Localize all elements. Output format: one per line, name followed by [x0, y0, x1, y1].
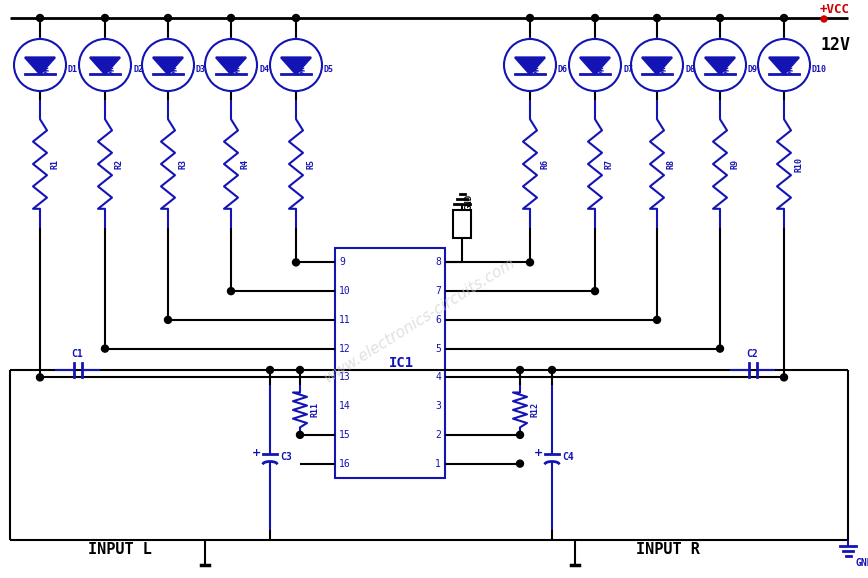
Text: +VCC: +VCC	[820, 3, 850, 16]
Text: C3: C3	[280, 453, 292, 462]
Text: R3: R3	[178, 159, 187, 169]
Text: www.electronics-circuits.com: www.electronics-circuits.com	[321, 255, 518, 386]
Text: +: +	[252, 447, 261, 458]
Text: GND: GND	[465, 194, 474, 210]
Text: 15: 15	[339, 430, 351, 440]
Text: D1: D1	[68, 65, 78, 73]
Text: R9: R9	[730, 159, 739, 169]
Text: D10: D10	[812, 65, 827, 73]
Circle shape	[654, 316, 661, 323]
Text: 12: 12	[339, 344, 351, 354]
Text: D5: D5	[324, 65, 334, 73]
Text: 12V: 12V	[820, 36, 850, 54]
Circle shape	[293, 259, 299, 266]
Text: D3: D3	[196, 65, 206, 73]
Circle shape	[102, 14, 108, 21]
Text: R10: R10	[794, 157, 803, 172]
Circle shape	[591, 14, 599, 21]
Circle shape	[102, 345, 108, 352]
Text: 10: 10	[339, 286, 351, 296]
Circle shape	[654, 14, 661, 21]
Polygon shape	[25, 57, 55, 75]
Text: INPUT L: INPUT L	[88, 543, 152, 558]
Circle shape	[266, 366, 273, 373]
Text: 2: 2	[435, 430, 441, 440]
Polygon shape	[90, 57, 120, 75]
Text: R5: R5	[306, 159, 315, 169]
Circle shape	[297, 431, 304, 438]
Text: R8: R8	[667, 159, 676, 169]
Polygon shape	[515, 57, 545, 75]
Text: 1: 1	[435, 458, 441, 469]
Text: +: +	[534, 447, 543, 458]
Text: 9: 9	[339, 257, 345, 268]
Polygon shape	[153, 57, 183, 75]
Circle shape	[549, 366, 556, 373]
Text: GND: GND	[855, 558, 868, 568]
Text: R4: R4	[241, 159, 250, 169]
Text: D9: D9	[748, 65, 758, 73]
Circle shape	[516, 460, 523, 467]
Text: R7: R7	[605, 159, 614, 169]
Circle shape	[227, 288, 234, 295]
Circle shape	[527, 14, 534, 21]
Text: IC1: IC1	[389, 356, 413, 370]
Polygon shape	[216, 57, 247, 75]
Text: R1: R1	[50, 159, 59, 169]
Polygon shape	[281, 57, 311, 75]
Polygon shape	[642, 57, 672, 75]
Circle shape	[165, 316, 172, 323]
Text: R11: R11	[310, 402, 319, 417]
Circle shape	[516, 366, 523, 373]
Circle shape	[780, 374, 787, 381]
Text: D8: D8	[685, 65, 695, 73]
Circle shape	[780, 14, 787, 21]
Text: D7: D7	[623, 65, 633, 73]
Text: 6: 6	[435, 315, 441, 325]
Text: 11: 11	[339, 315, 351, 325]
Text: 8: 8	[435, 257, 441, 268]
Circle shape	[36, 374, 43, 381]
Text: C2: C2	[746, 349, 759, 359]
Text: 7: 7	[435, 286, 441, 296]
Circle shape	[36, 14, 43, 21]
Text: D4: D4	[259, 65, 269, 73]
Text: C4: C4	[562, 453, 574, 462]
Circle shape	[527, 259, 534, 266]
Text: 3: 3	[435, 401, 441, 411]
Circle shape	[165, 14, 172, 21]
Bar	[453, 210, 471, 238]
Text: D6: D6	[558, 65, 568, 73]
Circle shape	[716, 345, 724, 352]
Circle shape	[591, 288, 599, 295]
Text: INPUT R: INPUT R	[636, 543, 700, 558]
Text: R2: R2	[115, 159, 124, 169]
Circle shape	[297, 366, 304, 373]
Polygon shape	[580, 57, 610, 75]
Text: R6: R6	[540, 159, 549, 169]
Circle shape	[716, 14, 724, 21]
Text: 5: 5	[435, 344, 441, 354]
Text: D2: D2	[133, 65, 143, 73]
Circle shape	[516, 431, 523, 438]
Circle shape	[293, 14, 299, 21]
Text: 13: 13	[339, 372, 351, 383]
Text: R12: R12	[530, 402, 539, 417]
Text: 16: 16	[339, 458, 351, 469]
Text: C1: C1	[72, 349, 83, 359]
Text: 14: 14	[339, 401, 351, 411]
Circle shape	[821, 16, 827, 22]
Polygon shape	[769, 57, 799, 75]
Circle shape	[227, 14, 234, 21]
Text: 4: 4	[435, 372, 441, 383]
Polygon shape	[705, 57, 735, 75]
Bar	[335, 248, 445, 478]
